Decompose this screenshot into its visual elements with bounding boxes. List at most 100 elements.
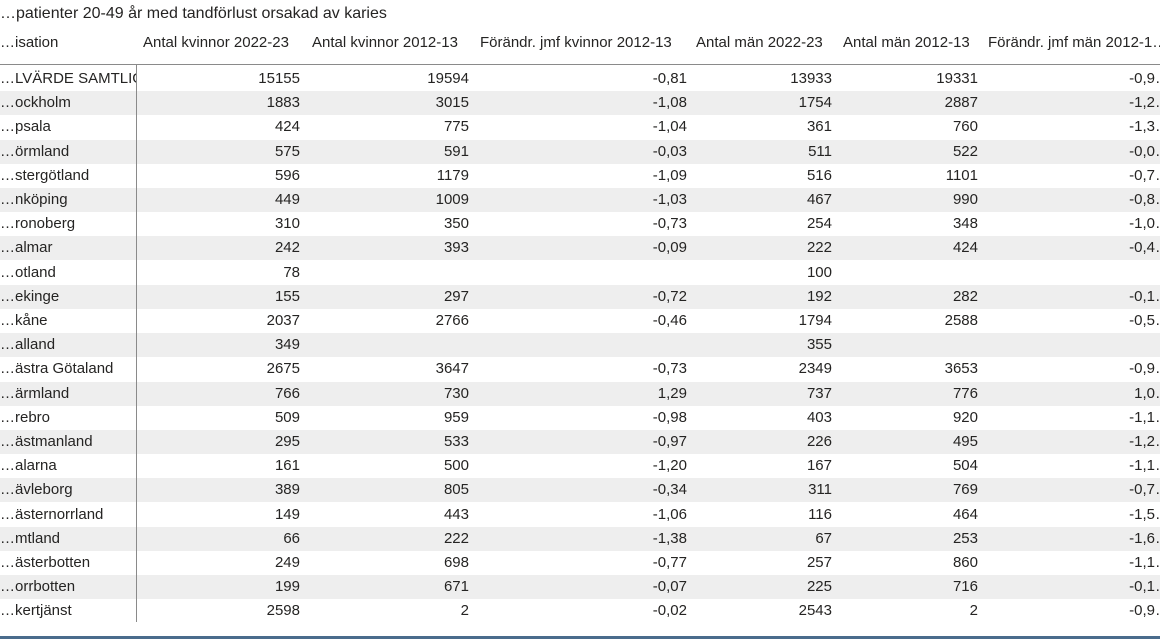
table-row[interactable]: …alarna 161 500 -1,20 167 504 -1,1…	[0, 454, 1160, 478]
column-header-organisation[interactable]: …isation	[0, 34, 59, 51]
value-cell-col-5: 495	[952, 433, 978, 450]
column-header-2[interactable]: Antal kvinnor 2012-13	[312, 34, 458, 51]
table-row[interactable]: …nköping 449 1009 -1,03 467 990 -0,8…	[0, 188, 1160, 212]
table-title: …patienter 20-49 år med tandförlust orsa…	[0, 5, 387, 22]
region-name-cell: …stergötland	[0, 166, 90, 184]
value-cell-col-2: 443	[443, 505, 469, 523]
value-cell-col-4: 1754	[798, 94, 832, 112]
table-row[interactable]: …almar 242 393 -0,09 222 424 -0,4…	[0, 236, 1160, 261]
value-cell-col-4: 2543	[798, 602, 832, 620]
value-cell-col-1: 389	[274, 481, 300, 499]
value-cell-col-4: 67	[815, 529, 832, 547]
region-name-cell: …ästmanland	[0, 433, 93, 450]
value-cell-col-6: -0,4…	[1129, 239, 1160, 257]
region-name-cell: …almar	[0, 239, 53, 257]
value-cell-col-5: 348	[952, 215, 978, 233]
value-cell-col-2: 3647	[435, 360, 469, 378]
value-cell-col-4: 516	[806, 166, 832, 184]
column-header-4[interactable]: Antal män 2022-23	[696, 34, 823, 51]
table-row[interactable]: …rebro 509 959 -0,98 403 920 -1,1…	[0, 406, 1160, 430]
table-row[interactable]: …ekinge 155 297 -0,72 192 282 -0,1…	[0, 284, 1160, 309]
value-cell-col-5	[828, 333, 978, 357]
value-cell-col-6: -0,7…	[1129, 166, 1160, 184]
value-cell-col-4: 257	[806, 554, 832, 571]
value-cell-col-6	[1020, 261, 1160, 285]
value-cell-col-2	[319, 333, 469, 357]
table-row[interactable]: …kertjänst 2598 2 -0,02 2543 2 -0,9…	[0, 599, 1160, 623]
table-row[interactable]: …örmland 575 591 -0,03 511 522 -0,0…	[0, 139, 1160, 164]
value-cell-col-3: -1,04	[652, 118, 687, 136]
value-cell-col-3: -0,97	[652, 433, 687, 450]
table-row[interactable]: …ronoberg 310 350 -0,73 254 348 -1,0…	[0, 212, 1160, 236]
value-cell-col-2: 730	[443, 384, 469, 402]
value-cell-col-6: -0,7…	[1129, 481, 1160, 499]
value-cell-col-2: 222	[443, 529, 469, 547]
value-cell-col-4: 355	[806, 336, 832, 354]
value-cell-col-1: 1883	[266, 94, 300, 112]
table-row[interactable]: …ästmanland 295 533 -0,97 226 495 -1,2…	[0, 430, 1160, 454]
value-cell-col-5: 1101	[945, 166, 978, 184]
region-name-cell: …rebro	[0, 408, 51, 426]
value-cell-col-4: 737	[806, 384, 832, 402]
table-row[interactable]: …otland 78 100	[0, 261, 1160, 285]
column-header-1[interactable]: Antal kvinnor 2022-23	[143, 34, 289, 51]
value-cell-col-3: -1,09	[652, 166, 687, 184]
value-cell-col-6: -1,1…	[1129, 554, 1160, 571]
value-cell-col-1: 2598	[266, 602, 300, 620]
table-row[interactable]: …mtland 66 222 -1,38 67 253 -1,6…	[0, 526, 1160, 551]
value-cell-col-3	[537, 333, 687, 357]
value-cell-col-1: 242	[274, 239, 300, 257]
value-cell-col-2: 500	[443, 457, 469, 475]
value-cell-col-5: 2588	[944, 312, 978, 329]
region-name-cell: …psala	[0, 118, 51, 136]
value-cell-col-3: -0,09	[652, 239, 687, 257]
value-cell-col-3: -1,08	[652, 94, 687, 112]
table-row[interactable]: …ästerbotten 249 698 -0,77 257 860 -1,1…	[0, 551, 1160, 575]
value-cell-col-6: -0,0…	[1129, 142, 1160, 160]
table-row[interactable]: …ävleborg 389 805 -0,34 311 769 -0,7…	[0, 478, 1160, 503]
value-cell-col-3: 1,29	[657, 384, 687, 402]
value-cell-col-1: 596	[274, 166, 300, 184]
value-cell-col-2: 19594	[427, 70, 469, 87]
value-cell-col-5	[828, 261, 978, 285]
region-name-cell: …ronoberg	[0, 215, 76, 233]
value-cell-col-4: 116	[808, 505, 832, 523]
table-row[interactable]: …ockholm 1883 3015 -1,08 1754 2887 -1,2…	[0, 91, 1160, 116]
table-row[interactable]: …ästernorrland 149 443 -1,06 116 464 -1,5…	[0, 503, 1160, 527]
value-cell-col-3: -0,07	[652, 578, 687, 596]
value-cell-col-6: -1,5…	[1129, 505, 1160, 523]
value-cell-col-1: 766	[274, 384, 300, 402]
column-header-3[interactable]: Förändr. jmf kvinnor 2012-13	[480, 34, 672, 51]
table-row[interactable]: …alland 349 355	[0, 333, 1160, 358]
column-header-6[interactable]: Förändr. jmf män 2012-1…	[988, 34, 1160, 51]
value-cell-col-5: 2	[969, 602, 978, 620]
value-cell-col-5: 464	[952, 505, 978, 523]
value-cell-col-3: -1,20	[652, 457, 687, 475]
table-row[interactable]: …psala 424 775 -1,04 361 760 -1,3…	[0, 115, 1160, 139]
region-name-cell: …ävleborg	[0, 481, 73, 499]
table-row[interactable]: …LVÄRDE SAMTLIGA 15155 19594 -0,81 13933 1933…	[0, 67, 1160, 91]
value-cell-col-2: 1009	[435, 191, 469, 208]
value-cell-col-4: 511	[808, 142, 832, 160]
value-cell-col-6: -0,9…	[1129, 360, 1160, 378]
value-cell-col-6: -1,6…	[1129, 529, 1160, 547]
region-name-cell: …ockholm	[0, 94, 71, 112]
value-cell-col-4: 222	[806, 239, 832, 257]
table-row[interactable]: …stergötland 596 1179 -1,09 516 1101 -0,7…	[0, 164, 1160, 188]
value-cell-col-2: 2766	[435, 312, 469, 329]
value-cell-col-4: 467	[806, 191, 832, 208]
region-name-cell: …alland	[0, 336, 56, 354]
table-row[interactable]: …orrbotten 199 671 -0,07 225 716 -0,1…	[0, 575, 1160, 600]
column-divider	[136, 64, 137, 622]
value-cell-col-5: 522	[952, 142, 978, 160]
table-row[interactable]: …kåne 2037 2766 -0,46 1794 2588 -0,5…	[0, 309, 1160, 333]
table-row[interactable]: …ästra Götaland 2675 3647 -0,73 2349 3653 -0,9…	[0, 357, 1160, 381]
table-row[interactable]: …ärmland 766 730 1,29 737 776 1,0…	[0, 381, 1160, 406]
region-name-cell: …orrbotten	[0, 578, 76, 596]
value-cell-col-6: 1,0…	[1134, 384, 1160, 402]
value-cell-col-4: 226	[806, 433, 832, 450]
value-cell-col-1: 2675	[266, 360, 300, 378]
value-cell-col-5: 760	[952, 118, 978, 136]
value-cell-col-2: 3015	[435, 94, 469, 112]
column-header-5[interactable]: Antal män 2012-13	[843, 34, 970, 51]
